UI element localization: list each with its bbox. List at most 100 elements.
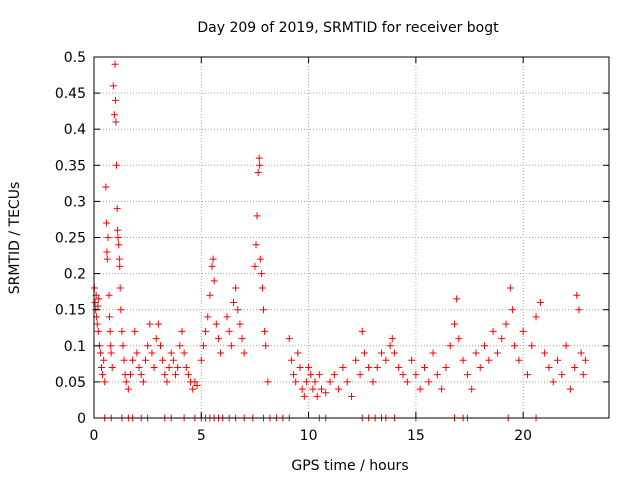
data-point [519,327,527,335]
y-tick-label: 0.05 [55,375,86,391]
x-tick-label: 15 [407,428,425,444]
data-point [292,378,300,386]
data-point [94,302,102,310]
data-point [388,335,396,343]
data-point [577,349,585,357]
data-point [506,284,514,292]
data-point [180,349,188,357]
data-point [264,378,272,386]
data-point [481,342,489,350]
data-point [358,327,366,335]
y-tick-label: 0.35 [55,158,86,174]
data-point [294,349,302,357]
data-point [232,284,240,292]
data-point [285,335,293,343]
y-tick-label: 0.2 [64,267,86,283]
data-point [463,371,471,379]
data-point [536,298,544,306]
data-point [103,248,111,256]
data-point [438,385,446,393]
y-tick-label: 0.45 [55,86,86,102]
data-point [571,363,579,371]
data-point [378,349,386,357]
data-point [311,378,319,386]
data-point [255,154,263,162]
data-point [579,371,587,379]
data-point [395,363,403,371]
data-point [446,342,454,350]
y-axis-label: SRMTID / TECUs [7,182,23,295]
data-point [101,378,109,386]
data-point [114,226,122,234]
data-point [476,363,484,371]
data-point [566,385,574,393]
data-point [313,392,321,400]
y-tick-label: 0.25 [55,231,86,247]
data-point [94,327,102,335]
data-point [575,306,583,314]
data-point [99,371,107,379]
data-point [287,356,295,364]
data-point [315,371,323,379]
data-point [161,371,169,379]
data-point [105,313,113,321]
data-point [199,342,207,350]
data-point [189,385,197,393]
data-point [326,378,334,386]
data-point [208,262,216,270]
data-point [93,320,101,328]
data-point [528,342,536,350]
data-point [217,349,225,357]
data-point [416,385,424,393]
data-point [110,111,118,119]
data-point [100,356,108,364]
data-point [114,234,122,241]
data-point [137,371,145,379]
data-point [106,327,114,335]
data-point [131,327,139,335]
data-point [515,356,523,364]
data-point [453,295,461,303]
data-point [142,356,149,364]
data-point [408,356,416,364]
y-tick-label: 0.4 [64,122,86,138]
data-point [91,298,99,306]
data-point [545,363,553,371]
data-point [225,327,233,335]
data-point [433,371,441,379]
data-point [562,342,570,350]
data-point [167,349,175,357]
data-point [122,378,130,386]
data-point [253,212,261,220]
data-point [126,371,134,379]
axis-ticks: 0 0.05 0.1 0.15 0.2 0.25 0.3 0.35 0.4 0.45 0.5 0 5 10… [55,50,609,444]
y-tick-label: 0 [77,411,86,427]
data-point [360,349,368,357]
data-point [227,342,235,350]
data-points [90,60,589,422]
data-point [117,306,125,314]
data-point [549,378,557,386]
data-point [214,335,222,343]
data-point [317,385,325,393]
data-point [352,356,360,364]
data-point [169,356,177,364]
data-point [343,378,351,386]
data-point [184,371,192,379]
x-tick-label: 20 [514,428,532,444]
data-point [296,363,304,371]
data-point [212,320,220,328]
data-point [390,349,398,357]
data-point [159,356,167,364]
data-point [119,342,127,350]
data-point [204,313,212,321]
data-point [120,356,128,364]
data-point [373,363,381,371]
data-point [176,342,184,350]
data-point [489,327,497,335]
data-point [178,327,186,335]
data-point [163,378,171,386]
data-point [104,234,112,241]
data-point [251,262,259,270]
